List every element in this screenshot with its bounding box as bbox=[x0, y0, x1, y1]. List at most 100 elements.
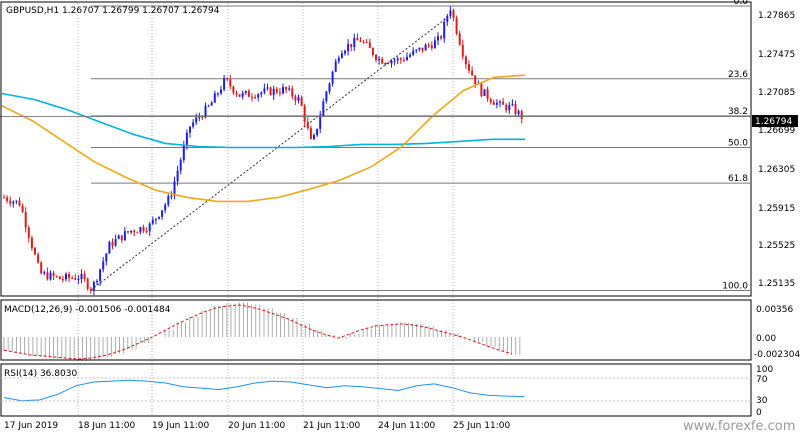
candle-body bbox=[198, 117, 201, 119]
candle-body bbox=[499, 101, 501, 103]
candle-body bbox=[430, 45, 433, 49]
fib-level-label: 50.0 bbox=[728, 138, 748, 148]
candle-body bbox=[328, 83, 331, 92]
candle-body bbox=[145, 231, 148, 233]
candle-body bbox=[486, 89, 489, 99]
fibonacci-labels: 0.0 23.6 38.2 50.0 61.8 100.0 bbox=[722, 0, 748, 291]
candle-body bbox=[257, 94, 260, 98]
candle-body bbox=[502, 101, 505, 105]
candle-body bbox=[74, 277, 77, 280]
candle-body bbox=[362, 41, 365, 43]
candle-body bbox=[474, 75, 477, 85]
candle-body bbox=[511, 103, 514, 105]
rsi-tick: 70 bbox=[756, 375, 768, 385]
candle-body bbox=[350, 44, 353, 48]
candle-body bbox=[461, 44, 464, 57]
fib-level-label: 23.6 bbox=[728, 70, 748, 80]
candle-body bbox=[207, 105, 210, 107]
candle-body bbox=[415, 49, 418, 51]
candle-body bbox=[83, 273, 86, 280]
price-tick: 1.26305 bbox=[758, 165, 795, 175]
candle-body bbox=[21, 205, 24, 213]
candle-body bbox=[365, 42, 368, 44]
watermark: www.forexfe.com bbox=[683, 419, 795, 434]
candle-body bbox=[514, 103, 517, 114]
candle-body bbox=[99, 269, 102, 281]
candle-body bbox=[142, 227, 145, 232]
fib-level-label: 38.2 bbox=[728, 107, 748, 117]
candle-body bbox=[27, 227, 30, 238]
candle-body bbox=[123, 231, 126, 241]
candle-body bbox=[390, 60, 393, 64]
time-tick: 19 Jun 11:00 bbox=[152, 421, 209, 431]
candle-body bbox=[77, 278, 80, 280]
macd-panel-frame bbox=[0, 299, 752, 361]
candle-body bbox=[471, 70, 474, 76]
candle-body bbox=[393, 60, 396, 62]
macd-signal-line bbox=[3, 304, 512, 360]
candle-body bbox=[378, 58, 381, 60]
candle-body bbox=[170, 195, 173, 197]
candle-body bbox=[437, 36, 439, 41]
candle-body bbox=[18, 200, 21, 206]
candle-body bbox=[418, 47, 421, 50]
candle-body bbox=[130, 230, 133, 233]
candle-body bbox=[306, 121, 309, 129]
candle-body bbox=[412, 50, 415, 55]
candle-body bbox=[483, 89, 486, 96]
candle-body bbox=[229, 79, 232, 87]
candle-body bbox=[446, 15, 449, 22]
candle-body bbox=[399, 58, 402, 60]
candle-body bbox=[158, 216, 160, 219]
candle-body bbox=[443, 21, 446, 39]
candle-body bbox=[192, 122, 195, 127]
rsi-tick: 100 bbox=[756, 365, 773, 375]
fibonacci-trendline bbox=[90, 16, 449, 291]
rsi-line bbox=[3, 379, 525, 402]
fib-level-label: 61.8 bbox=[728, 174, 748, 184]
candle-body bbox=[495, 102, 498, 105]
rsi-tick: 0 bbox=[756, 408, 762, 418]
candle-body bbox=[108, 242, 111, 254]
main-header: GBPUSD,H1 1.26707 1.26799 1.26707 1.2679… bbox=[6, 6, 220, 16]
current-price-tag bbox=[752, 115, 798, 127]
candle-body bbox=[520, 111, 523, 119]
grid-lines bbox=[77, 3, 454, 416]
candle-body bbox=[468, 64, 470, 71]
candle-body bbox=[34, 248, 36, 255]
candle-body bbox=[148, 223, 151, 232]
candle-body bbox=[489, 98, 492, 103]
candle-body bbox=[195, 117, 198, 123]
candle-body bbox=[368, 42, 371, 48]
candle-body bbox=[427, 44, 430, 46]
candle-body bbox=[24, 212, 27, 228]
fibonacci-lines bbox=[91, 5, 750, 291]
candle-body bbox=[210, 102, 213, 106]
candle-body bbox=[266, 87, 269, 89]
rsi-panel-frame bbox=[0, 363, 752, 417]
candle-body bbox=[375, 55, 377, 60]
candle-body bbox=[325, 91, 328, 102]
candle-body bbox=[61, 279, 64, 281]
candle-body bbox=[111, 242, 114, 246]
candle-body bbox=[12, 201, 15, 204]
price-tick: 1.27865 bbox=[758, 11, 795, 21]
candle-body bbox=[92, 282, 95, 291]
macd-tick: 0.00356 bbox=[756, 305, 793, 315]
rsi-header: RSI(14) 36.8030 bbox=[4, 369, 77, 379]
candle-body bbox=[3, 197, 5, 199]
candle-body bbox=[347, 44, 350, 52]
candle-body bbox=[102, 261, 105, 270]
current-price-label: 1.26794 bbox=[755, 117, 792, 127]
candle-body bbox=[117, 235, 120, 239]
candle-body bbox=[185, 132, 188, 146]
candle-body bbox=[161, 210, 164, 217]
candle-body bbox=[235, 92, 238, 95]
candle-body bbox=[49, 272, 52, 280]
candle-body bbox=[263, 88, 266, 93]
candle-body bbox=[424, 44, 427, 51]
candle-body bbox=[46, 272, 49, 280]
macd-tick: 0.00 bbox=[756, 334, 776, 344]
candle-body bbox=[337, 58, 340, 62]
